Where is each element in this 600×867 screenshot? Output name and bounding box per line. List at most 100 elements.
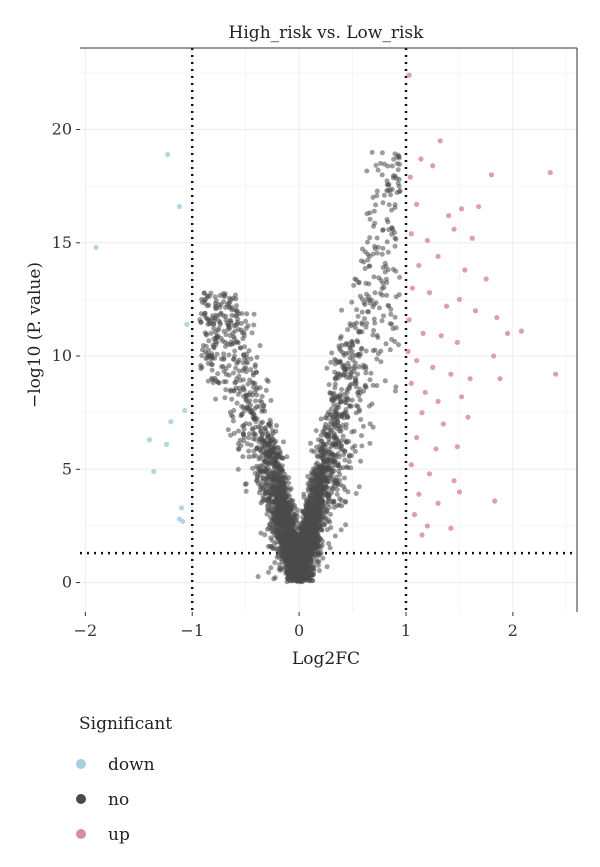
- point-up: [491, 353, 497, 359]
- point-no: [261, 402, 267, 408]
- point-no: [202, 330, 208, 336]
- point-no: [348, 381, 354, 387]
- point-no: [326, 433, 332, 439]
- point-no: [349, 429, 355, 435]
- point-no: [233, 365, 239, 371]
- point-no: [351, 282, 357, 288]
- point-no: [225, 427, 231, 433]
- point-no: [393, 325, 399, 331]
- point-no: [206, 347, 212, 353]
- point-no: [214, 335, 220, 340]
- point-up: [446, 213, 452, 219]
- legend: Significant down no up: [76, 714, 172, 845]
- point-no: [378, 160, 383, 166]
- point-no: [230, 418, 236, 424]
- point-no: [343, 422, 349, 427]
- point-no: [209, 367, 215, 373]
- point-no: [371, 316, 377, 322]
- point-no: [339, 307, 345, 313]
- point-up: [494, 314, 500, 321]
- point-no: [359, 329, 365, 335]
- point-no: [303, 555, 308, 561]
- point-no: [324, 365, 330, 371]
- point-no: [281, 519, 287, 524]
- point-no: [209, 362, 215, 368]
- point-no: [366, 294, 372, 300]
- points-up: [405, 72, 559, 538]
- point-no: [379, 318, 385, 324]
- point-no: [367, 235, 373, 241]
- point-no: [262, 445, 268, 451]
- legend-label-no: no: [108, 790, 129, 810]
- point-no: [232, 348, 238, 354]
- point-down: [178, 505, 185, 511]
- x-tick-label: 0: [294, 621, 304, 640]
- point-no: [234, 303, 239, 309]
- point-no: [260, 419, 265, 425]
- point-no: [248, 356, 254, 362]
- point-up: [476, 203, 482, 210]
- point-no: [292, 569, 298, 575]
- point-no: [347, 403, 353, 409]
- point-no: [345, 489, 351, 495]
- point-no: [321, 441, 326, 447]
- point-no: [363, 324, 369, 330]
- point-no: [349, 453, 355, 459]
- point-up: [454, 339, 460, 346]
- point-no: [276, 497, 282, 503]
- point-no: [301, 563, 307, 569]
- point-no: [231, 370, 236, 376]
- point-no: [274, 493, 280, 499]
- point-no: [208, 357, 214, 363]
- point-no: [222, 395, 228, 401]
- point-no: [243, 369, 249, 375]
- point-no: [258, 500, 264, 506]
- point-no: [274, 554, 280, 560]
- point-no: [198, 319, 204, 325]
- point-no: [238, 320, 244, 326]
- point-no: [346, 459, 352, 465]
- point-no: [337, 444, 343, 450]
- point-no: [258, 425, 264, 431]
- point-no: [241, 352, 247, 358]
- point-no: [371, 328, 377, 333]
- point-no: [255, 465, 261, 471]
- point-no: [396, 292, 402, 298]
- legend-label-up: up: [108, 825, 130, 845]
- point-down: [182, 407, 188, 414]
- point-up: [448, 525, 454, 531]
- point-no: [235, 466, 241, 472]
- threshold-lines: [80, 48, 577, 612]
- point-no: [224, 302, 230, 308]
- point-no: [214, 351, 220, 357]
- point-no: [392, 314, 398, 320]
- point-up: [426, 290, 433, 296]
- point-no: [343, 439, 349, 445]
- point-up: [420, 330, 426, 336]
- point-no: [322, 467, 328, 473]
- point-up: [430, 364, 436, 370]
- point-no: [259, 393, 265, 399]
- point-no: [396, 342, 401, 348]
- point-no: [257, 385, 263, 391]
- point-no: [239, 311, 245, 316]
- point-no: [320, 515, 326, 521]
- point-no: [287, 487, 293, 493]
- point-no: [333, 441, 339, 447]
- point-no: [246, 448, 252, 454]
- point-no: [285, 541, 291, 547]
- point-no: [336, 502, 342, 508]
- point-no: [294, 520, 300, 526]
- point-no: [308, 440, 313, 446]
- point-no: [263, 387, 269, 393]
- point-no: [389, 186, 395, 192]
- point-no: [240, 430, 246, 436]
- point-no: [393, 268, 399, 274]
- point-no: [294, 507, 300, 513]
- point-no: [307, 575, 313, 581]
- point-no: [246, 348, 252, 354]
- point-no: [261, 486, 267, 492]
- point-no: [269, 506, 275, 511]
- point-up: [414, 434, 420, 441]
- point-no: [387, 347, 393, 353]
